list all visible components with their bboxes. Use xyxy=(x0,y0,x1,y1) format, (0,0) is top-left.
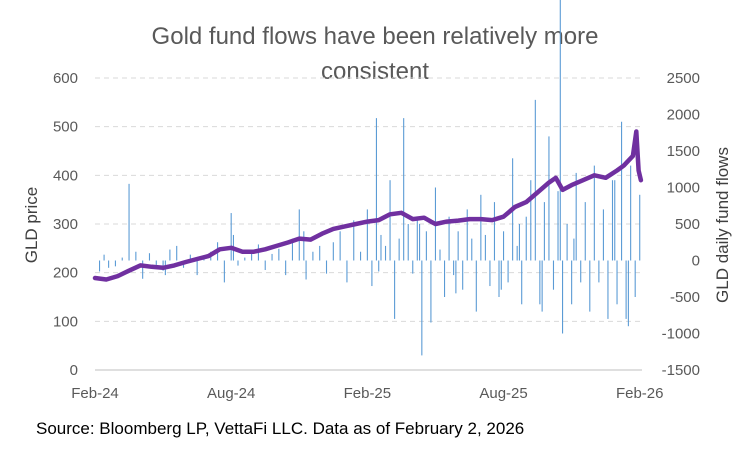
right-y-tick-label: 1000 xyxy=(667,180,700,197)
right-y-tick-labels: -1500 -1000 -500 0 500 1000 1500 2000 2500 xyxy=(662,70,700,379)
left-y-tick-label: 0 xyxy=(70,362,78,379)
chart-title-line-1: Gold fund flows have been relatively mor… xyxy=(152,23,599,50)
x-tick-label: Feb-25 xyxy=(344,385,392,402)
left-y-tick-label: 200 xyxy=(53,265,78,282)
right-y-tick-label: -1000 xyxy=(662,326,700,343)
price-line-group xyxy=(92,129,644,282)
left-y-tick-label: 600 xyxy=(53,70,78,87)
left-y-tick-label: 100 xyxy=(53,313,78,330)
right-y-axis-label: GLD daily fund flows xyxy=(713,147,732,303)
x-tick-label: Aug-25 xyxy=(479,385,527,402)
x-tick-labels: Feb-24 Aug-24 Feb-25 Aug-25 Feb-26 xyxy=(71,385,663,402)
left-y-tick-label: 400 xyxy=(53,167,78,184)
price-line xyxy=(92,129,644,282)
right-y-tick-label: -500 xyxy=(670,289,700,306)
x-tick-label: Feb-26 xyxy=(616,385,664,402)
left-y-tick-label: 300 xyxy=(53,216,78,233)
source-note: Source: Bloomberg LP, VettaFi LLC. Data … xyxy=(36,419,524,438)
right-y-tick-label: 0 xyxy=(692,253,700,270)
x-tick-label: Aug-24 xyxy=(207,385,255,402)
x-tick-label: Feb-24 xyxy=(71,385,119,402)
right-y-tick-label: -1500 xyxy=(662,362,700,379)
left-y-tick-label: 500 xyxy=(53,119,78,136)
gridlines xyxy=(95,77,642,371)
chart-title-line-2: consistent xyxy=(321,58,429,85)
left-y-tick-labels: 0 100 200 300 400 500 600 xyxy=(53,70,78,379)
right-y-tick-label: 1500 xyxy=(667,143,700,160)
right-y-tick-label: 2000 xyxy=(667,107,700,124)
flow-bars xyxy=(98,0,641,356)
left-y-axis-label: GLD price xyxy=(22,187,41,264)
right-y-tick-label: 500 xyxy=(675,216,700,233)
right-y-tick-label: 2500 xyxy=(667,70,700,87)
